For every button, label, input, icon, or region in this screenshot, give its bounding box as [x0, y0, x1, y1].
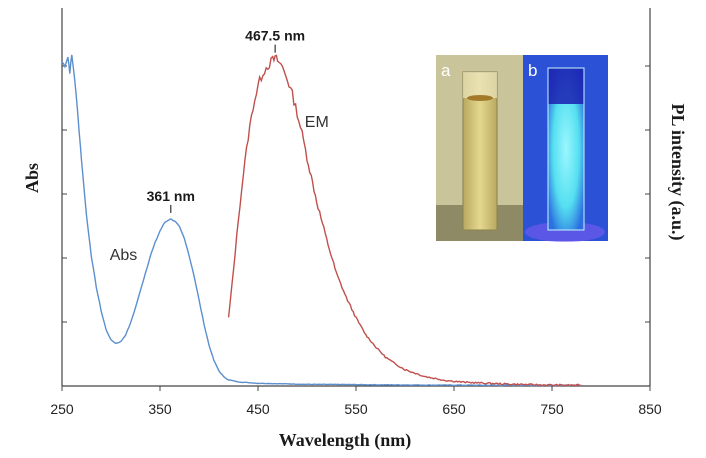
- x-tick-label: 650: [442, 401, 466, 417]
- abs-series-line: [61, 54, 582, 387]
- y-axis-left-title: Abs: [22, 163, 42, 193]
- x-tick-label: 550: [344, 401, 368, 417]
- panel-b-label: b: [528, 61, 537, 80]
- em-series-label: EM: [305, 114, 329, 131]
- abs-peak-label: 361 nm: [147, 188, 195, 204]
- inset-photos: a b: [436, 55, 608, 242]
- abs-series-label: Abs: [110, 247, 138, 264]
- inset-panel-a: a: [436, 55, 523, 241]
- x-axis-title: Wavelength (nm): [279, 430, 412, 451]
- em-peak-label: 467.5 nm: [245, 28, 305, 44]
- em-series-line: [227, 54, 582, 387]
- y-axis-right-title: PL intensity (a.u.): [667, 103, 688, 240]
- x-tick-label: 750: [540, 401, 564, 417]
- x-tick-label: 850: [638, 401, 662, 417]
- x-tick-label: 350: [148, 401, 172, 417]
- x-tick-label: 450: [246, 401, 270, 417]
- inset-panel-b: b: [523, 55, 608, 242]
- x-tick-label: 250: [50, 401, 74, 417]
- panel-a-label: a: [441, 61, 451, 80]
- x-ticks: 250 350 450 550 650 750 850: [50, 386, 662, 417]
